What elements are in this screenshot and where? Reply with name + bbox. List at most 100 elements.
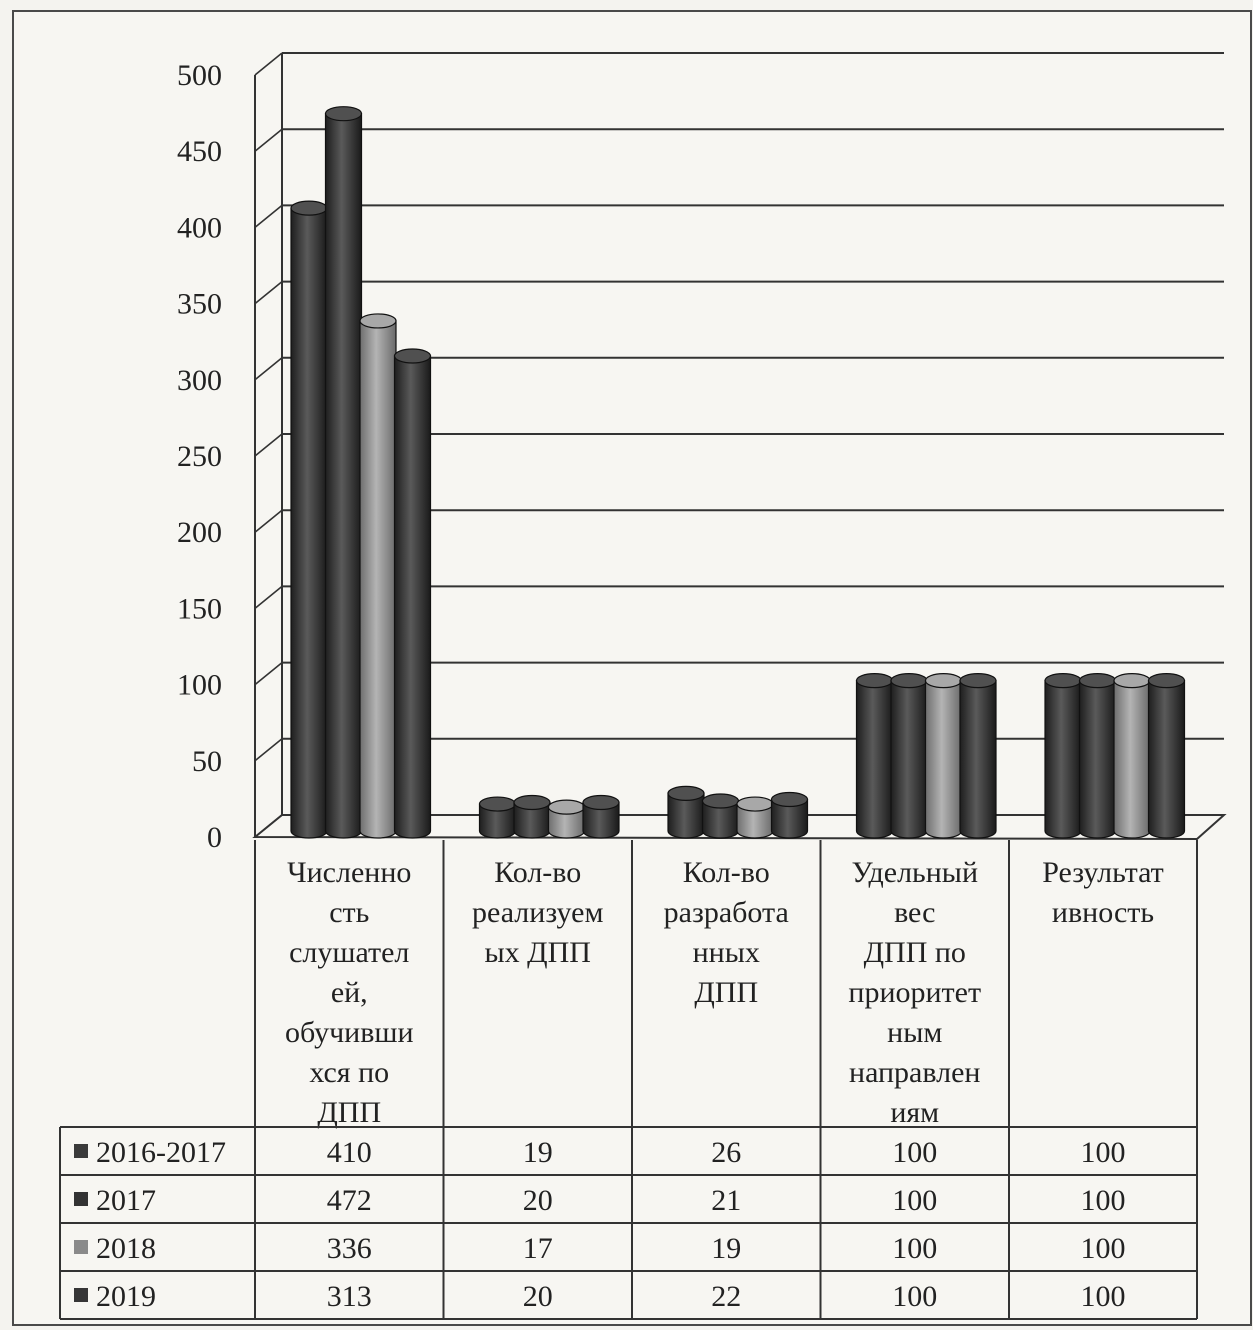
category-label: обучивши <box>285 1016 414 1049</box>
category-label: ДПП <box>694 976 758 1009</box>
data-label: 100 <box>892 1232 937 1265</box>
bar <box>924 672 963 839</box>
bar <box>1113 672 1151 839</box>
legend-label: 2018 <box>96 1232 156 1265</box>
legend-swatch <box>74 1144 88 1158</box>
bar <box>890 672 928 839</box>
category-label: Результат <box>1042 856 1164 889</box>
data-label: 472 <box>327 1184 372 1217</box>
gridline-slant <box>254 738 283 762</box>
bar <box>1078 672 1117 839</box>
category-label: приоритет <box>848 976 981 1009</box>
data-label: 100 <box>892 1136 937 1169</box>
category-label: ивность <box>1052 896 1154 929</box>
category-label: ным <box>887 1016 942 1049</box>
data-label: 100 <box>1081 1280 1126 1313</box>
gridline-slant <box>254 585 283 610</box>
data-label: 19 <box>711 1232 741 1265</box>
legend-swatch <box>74 1240 88 1254</box>
category-label: ДПП <box>317 1096 381 1129</box>
category-label: ых ДПП <box>485 936 591 969</box>
data-label: 22 <box>711 1280 741 1313</box>
data-label: 336 <box>327 1232 372 1265</box>
bar <box>393 348 432 839</box>
category-label: вес <box>894 896 935 929</box>
y-tick-label: 0 <box>207 821 222 854</box>
data-label: 100 <box>1081 1232 1126 1265</box>
y-tick-label: 400 <box>177 211 222 244</box>
bar <box>359 313 397 839</box>
y-tick-label: 500 <box>177 59 222 92</box>
legend-swatch <box>74 1288 88 1302</box>
bar <box>513 794 551 839</box>
category-label: слушател <box>289 936 409 969</box>
bar <box>667 785 705 839</box>
data-label: 20 <box>523 1184 553 1217</box>
category-label: Кол-во <box>494 856 581 889</box>
bar <box>959 672 997 839</box>
category-label: нных <box>693 936 760 969</box>
legend-label: 2016-2017 <box>96 1136 226 1169</box>
gridline-slant <box>254 280 283 305</box>
bar <box>478 796 517 839</box>
y-tick-label: 150 <box>177 592 222 625</box>
y-tick-label: 300 <box>177 364 222 397</box>
floor <box>252 814 1227 841</box>
legend-swatch <box>74 1192 88 1206</box>
y-tick-label: 50 <box>192 745 222 778</box>
bar <box>290 200 328 839</box>
category-label: хся по <box>309 1056 389 1089</box>
bar <box>1044 672 1082 839</box>
y-tick-label: 200 <box>177 516 222 549</box>
data-label: 26 <box>711 1136 741 1169</box>
gridline-slant <box>254 52 283 76</box>
y-tick-label: 450 <box>177 135 222 168</box>
table-row: 2019 313 20 22 100 100 <box>74 1280 1126 1313</box>
category-label: Кол-во <box>683 856 770 889</box>
table-row: 2017 472 20 21 100 100 <box>74 1184 1126 1217</box>
category-label: ДПП по <box>864 936 966 969</box>
data-label: 410 <box>327 1136 372 1169</box>
gridline-slant <box>254 357 283 381</box>
bar <box>582 794 620 839</box>
gridline-slant <box>254 509 283 533</box>
bar <box>855 672 894 839</box>
table-row: 2016-2017 410 19 26 100 100 <box>74 1136 1126 1169</box>
legend-label: 2019 <box>96 1280 156 1313</box>
bar <box>736 796 774 839</box>
legend-label: 2017 <box>96 1184 156 1217</box>
category-label: иям <box>890 1096 939 1129</box>
gridline-slant <box>254 128 283 152</box>
category-label: разработа <box>664 896 789 929</box>
bar <box>324 106 363 839</box>
y-tick-label: 100 <box>177 669 222 702</box>
data-label: 20 <box>523 1280 553 1313</box>
category-label: направлен <box>849 1056 980 1089</box>
data-label: 21 <box>711 1184 741 1217</box>
gridline-slant <box>254 433 283 457</box>
category-label: сть <box>329 896 369 929</box>
gridline-slant <box>254 204 283 229</box>
y-tick-label: 250 <box>177 440 222 473</box>
category-label: Удельный <box>851 856 978 889</box>
data-label: 313 <box>327 1280 372 1313</box>
bar <box>701 793 740 839</box>
data-label: 17 <box>523 1232 553 1265</box>
category-label: ей, <box>331 976 368 1009</box>
y-tick-label: 350 <box>177 288 222 321</box>
gridline-slant <box>254 661 283 686</box>
data-label: 100 <box>1081 1184 1126 1217</box>
data-label: 100 <box>892 1184 937 1217</box>
bar <box>770 791 809 839</box>
data-label: 19 <box>523 1136 553 1169</box>
data-label: 100 <box>1081 1136 1126 1169</box>
data-label: 100 <box>892 1280 937 1313</box>
bar <box>547 799 586 839</box>
bar <box>1147 672 1186 839</box>
table-row: 2018 336 17 19 100 100 <box>74 1232 1126 1265</box>
category-label: Численно <box>287 856 411 889</box>
labels-layer: 0 50 100 150 200 250 300 350 400 450 500 Численно ст… <box>177 59 1164 1129</box>
category-label: реализуем <box>472 896 603 929</box>
